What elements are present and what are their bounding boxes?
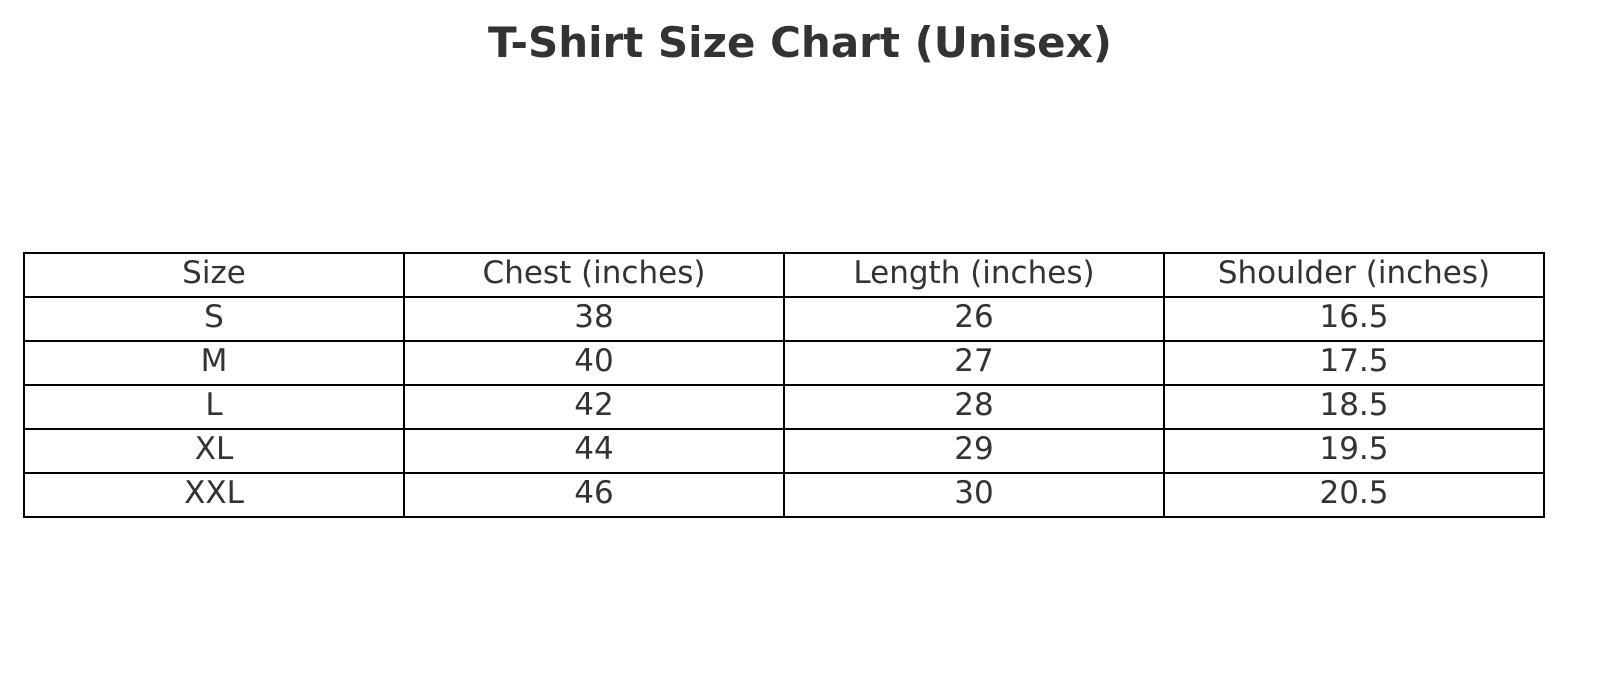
header-cell: Shoulder (inches) <box>1163 252 1545 298</box>
table-cell: 26 <box>783 296 1165 342</box>
table-cell: 29 <box>783 428 1165 474</box>
table-row: L 42 28 18.5 <box>23 384 1545 430</box>
table-cell: 17.5 <box>1163 340 1545 386</box>
table-row: XL 44 29 19.5 <box>23 428 1545 474</box>
table-cell: XL <box>23 428 405 474</box>
table-cell: 16.5 <box>1163 296 1545 342</box>
table-cell: 44 <box>403 428 785 474</box>
header-row: Size Chest (inches) Length (inches) Shoulde… <box>23 252 1545 298</box>
table-cell: S <box>23 296 405 342</box>
table-cell: 28 <box>783 384 1165 430</box>
table-row: S 38 26 16.5 <box>23 296 1545 342</box>
header-cell: Chest (inches) <box>403 252 785 298</box>
table-cell: 20.5 <box>1163 472 1545 518</box>
table-cell: 46 <box>403 472 785 518</box>
size-table: Size Chest (inches) Length (inches) Shoulde… <box>23 252 1545 518</box>
table-row: XXL 46 30 20.5 <box>23 472 1545 518</box>
table-cell: 27 <box>783 340 1165 386</box>
table-cell: 42 <box>403 384 785 430</box>
table-cell: XXL <box>23 472 405 518</box>
table-cell: 19.5 <box>1163 428 1545 474</box>
table-cell: 38 <box>403 296 785 342</box>
table-cell: M <box>23 340 405 386</box>
header-cell: Length (inches) <box>783 252 1165 298</box>
chart-title: T-Shirt Size Chart (Unisex) <box>488 18 1112 67</box>
table-cell: 18.5 <box>1163 384 1545 430</box>
header-cell: Size <box>23 252 405 298</box>
table-cell: 40 <box>403 340 785 386</box>
table-row: M 40 27 17.5 <box>23 340 1545 386</box>
table-cell: L <box>23 384 405 430</box>
table-cell: 30 <box>783 472 1165 518</box>
